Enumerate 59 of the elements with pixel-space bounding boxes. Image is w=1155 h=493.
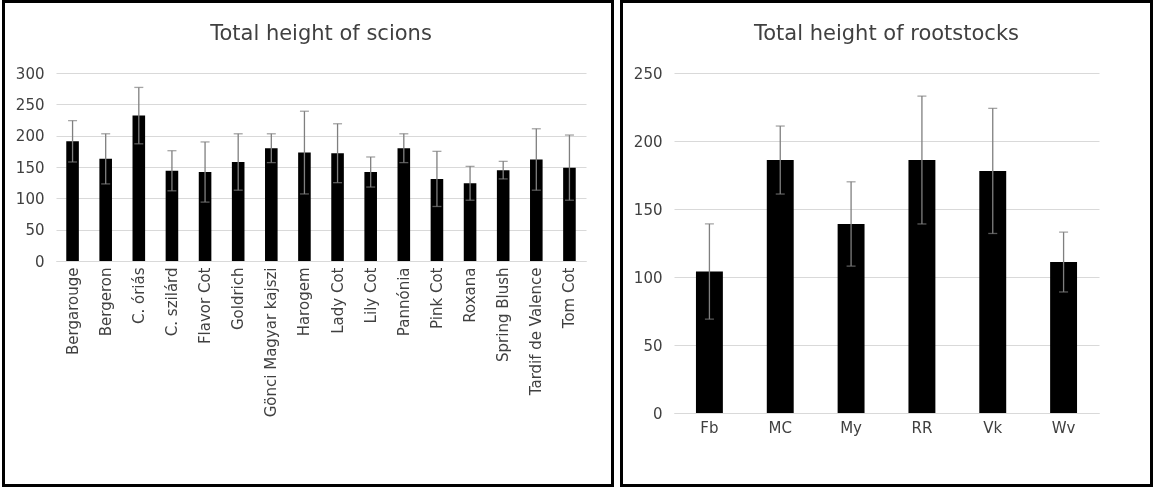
x-tick-label: Tom Cot (560, 267, 579, 330)
x-tick-label: RR (911, 418, 933, 437)
x-tick-label: Roxana (461, 267, 480, 323)
x-tick-label: Lady Cot (328, 267, 347, 334)
bar (66, 141, 79, 261)
bar (132, 115, 146, 261)
y-tick-label: 150 (633, 200, 663, 219)
x-tick-label: Fb (700, 418, 719, 437)
y-tick-label: 200 (633, 132, 663, 151)
x-tick-label: My (840, 418, 863, 437)
bar (165, 170, 179, 261)
x-tick-label: Gönci Magyar kajszi (262, 267, 281, 418)
x-tick-label: MC (768, 418, 792, 437)
x-tick-label: Goldrich (229, 267, 248, 331)
bar (496, 170, 510, 261)
y-tick-label: 50 (25, 221, 45, 240)
y-tick-label: 0 (34, 252, 45, 271)
x-tick-label: C. szilárd (162, 267, 181, 337)
y-tick-label: 100 (633, 268, 663, 287)
bar (198, 172, 212, 261)
x-tick-label: C. óriás (129, 267, 148, 325)
bar (265, 148, 278, 261)
chart-title: Total height of rootstocks (752, 21, 1020, 45)
bar (1050, 262, 1078, 413)
x-tick-label: Bergarouge (63, 267, 82, 355)
x-tick-label: Flavor Cot (196, 267, 215, 345)
bar (298, 152, 311, 261)
y-tick-label: 100 (15, 189, 45, 208)
y-tick-label: 50 (643, 336, 663, 355)
x-tick-label: Vk (983, 418, 1003, 437)
x-tick-label: Spring Blush (494, 267, 513, 362)
x-tick-label: Bergeron (96, 267, 115, 337)
bar (430, 178, 444, 261)
y-tick-label: 200 (15, 127, 45, 146)
y-tick-label: 150 (15, 158, 45, 177)
x-tick-label: Pink Cot (427, 267, 446, 329)
y-tick-label: 250 (15, 95, 45, 114)
x-tick-label: Pannónia (394, 267, 413, 337)
bar (530, 159, 543, 261)
bar (837, 223, 865, 413)
chart-title: Total height of scions (209, 21, 432, 45)
x-tick-label: Lily Cot (361, 267, 380, 324)
y-tick-label: 0 (652, 404, 663, 423)
bar (563, 167, 576, 261)
bar (364, 172, 377, 261)
y-tick-label: 250 (633, 64, 663, 83)
bar (908, 160, 936, 413)
x-tick-label: Harogem (295, 267, 314, 337)
bar (979, 170, 1007, 413)
bar (695, 271, 723, 413)
y-tick-label: 300 (15, 64, 45, 83)
bar (463, 183, 477, 261)
x-tick-label: Wv (1051, 418, 1076, 437)
bar (766, 160, 794, 413)
bar (331, 153, 344, 261)
x-tick-label: Tardif de Valence (527, 267, 546, 397)
bar (231, 161, 245, 261)
bar (397, 148, 411, 261)
bar (99, 158, 112, 261)
